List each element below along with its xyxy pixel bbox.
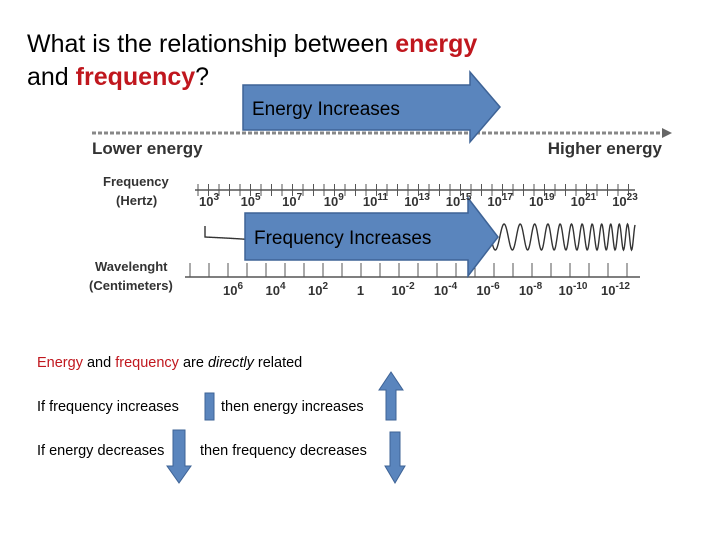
- tick-base: 10: [446, 194, 460, 209]
- tick-label: 1023: [612, 192, 638, 209]
- tick-exponent: -10: [573, 281, 588, 292]
- down-arrow: [166, 429, 192, 484]
- tick-base: 10: [199, 194, 213, 209]
- axis-arrowhead: [662, 128, 672, 138]
- tick-base: 10: [571, 194, 585, 209]
- tick-exponent: -12: [616, 281, 631, 292]
- tick-label: 106: [223, 281, 243, 298]
- tick-labels: 103 105 107 109 1011 1013 1015 1017 1019 1021 1023…: [199, 192, 638, 298]
- down-arrow: [384, 431, 406, 484]
- tick-label: 105: [241, 192, 261, 209]
- tick-label: 104: [265, 281, 285, 298]
- title-line-2: and frequency?: [27, 63, 209, 91]
- tick-label: 10-2: [391, 281, 415, 298]
- tick-base: 10: [308, 283, 322, 298]
- relation-sentence: Energy and frequency are directly relate…: [37, 355, 302, 371]
- tick-label: 1011: [363, 192, 388, 209]
- word: and: [87, 355, 111, 371]
- word: directly: [208, 355, 255, 371]
- tick-label: 1019: [529, 192, 555, 209]
- frequency-unit: (Hertz): [116, 193, 157, 208]
- statement: then frequency decreases: [200, 443, 367, 459]
- tick-exponent: 11: [377, 192, 388, 203]
- tick-exponent: -6: [491, 281, 500, 292]
- tick-exponent: 17: [502, 192, 514, 203]
- title-end: ?: [195, 63, 209, 91]
- word: related: [258, 355, 302, 371]
- tick-label: 10-12: [601, 281, 630, 298]
- word: frequency: [115, 355, 179, 371]
- tick-base: 10: [223, 283, 237, 298]
- tick-base: 10: [363, 194, 377, 209]
- frequency-arrow: [244, 195, 499, 279]
- tick-exponent: 3: [213, 192, 219, 203]
- energy-arrow-label: Energy Increases: [252, 99, 400, 120]
- tick-base: 10: [476, 283, 490, 298]
- energy-arrow: [242, 69, 501, 145]
- tick-label: 1015: [446, 192, 472, 209]
- tick-exponent: -8: [533, 281, 542, 292]
- tick-exponent: 21: [585, 192, 597, 203]
- tick-exponent: 7: [297, 192, 303, 203]
- lower-energy: Lower energy: [92, 139, 203, 158]
- tick-base: 10: [519, 283, 533, 298]
- tick-exponent: 15: [460, 192, 472, 203]
- tick-label: 103: [199, 192, 219, 209]
- tick-base: 10: [404, 194, 418, 209]
- higher-energy: Higher energy: [548, 139, 663, 158]
- tick-label: 1: [357, 283, 364, 298]
- title-text: and: [27, 63, 69, 91]
- tick-base: 10: [434, 283, 448, 298]
- tick-label: 10-6: [476, 281, 500, 298]
- tick-base: 10: [601, 283, 615, 298]
- wavelength-label: Wavelenght: [95, 259, 168, 274]
- wavelength-unit: (Centimeters): [89, 278, 173, 293]
- tick-exponent: 2: [322, 281, 328, 292]
- tick-label: 1013: [404, 192, 430, 209]
- tick-label: 107: [282, 192, 302, 209]
- statement: If frequency increases: [37, 399, 179, 415]
- title-energy: energy: [395, 30, 477, 58]
- tick-base: 10: [391, 283, 405, 298]
- tick-label: 1017: [487, 192, 513, 209]
- tick-label: 10-4: [434, 281, 458, 298]
- statement: then energy increases: [221, 399, 364, 415]
- tick-label: 10-8: [519, 281, 543, 298]
- tick-exponent: 4: [280, 281, 286, 292]
- tick-exponent: 23: [627, 192, 639, 203]
- frequency-label: Frequency: [103, 174, 170, 189]
- statement: If energy decreases: [37, 443, 164, 459]
- title-text: What is the relationship between: [27, 30, 388, 58]
- tick-base: 10: [241, 194, 255, 209]
- tick-exponent: 19: [543, 192, 555, 203]
- tick-exponent: 13: [419, 192, 431, 203]
- tick-exponent: -4: [448, 281, 457, 292]
- word: are: [183, 355, 204, 371]
- tick-base: 10: [612, 194, 626, 209]
- tick-base: 10: [324, 194, 338, 209]
- title-line-1: What is the relationship between energy: [27, 30, 477, 58]
- tick-base: 10: [529, 194, 543, 209]
- tick-label: 102: [308, 281, 328, 298]
- tick-base: 1: [357, 283, 364, 298]
- tick-exponent: 9: [338, 192, 344, 203]
- tick-label: 10-10: [559, 281, 588, 298]
- title-frequency: frequency: [76, 63, 196, 91]
- up-arrow: [378, 371, 404, 421]
- tick-base: 10: [487, 194, 501, 209]
- tick-exponent: 6: [237, 281, 243, 292]
- word: Energy: [37, 355, 84, 371]
- tick-base: 10: [559, 283, 573, 298]
- tick-exponent: 5: [255, 192, 261, 203]
- frequency-arrow-label: Frequency Increases: [254, 228, 431, 249]
- arrow-fragment: [204, 392, 215, 421]
- tick-exponent: -2: [406, 281, 415, 292]
- tick-label: 109: [324, 192, 344, 209]
- tick-base: 10: [282, 194, 296, 209]
- tick-label: 1021: [571, 192, 597, 209]
- tick-base: 10: [265, 283, 279, 298]
